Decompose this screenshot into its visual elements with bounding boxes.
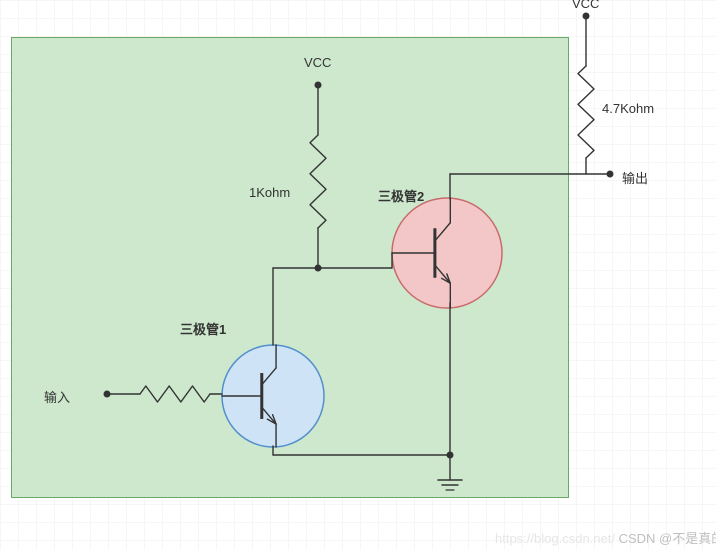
label-r2: 4.7Kohm: [602, 101, 654, 116]
label-input: 输入: [44, 387, 70, 406]
label-vcc1: VCC: [304, 55, 331, 70]
label-output: 输出: [622, 168, 648, 187]
watermark-faint: https://blog.csdn.net/: [495, 531, 615, 546]
watermark-text: CSDN @不是真的山: [619, 531, 716, 546]
label-q1: 三极管1: [180, 319, 226, 338]
label-r1: 1Kohm: [249, 185, 290, 200]
watermark: https://blog.csdn.net/ CSDN @不是真的山: [495, 528, 716, 547]
label-q2: 三极管2: [378, 186, 424, 205]
circuit-canvas: [0, 0, 716, 550]
label-vcc2: VCC: [572, 0, 599, 11]
